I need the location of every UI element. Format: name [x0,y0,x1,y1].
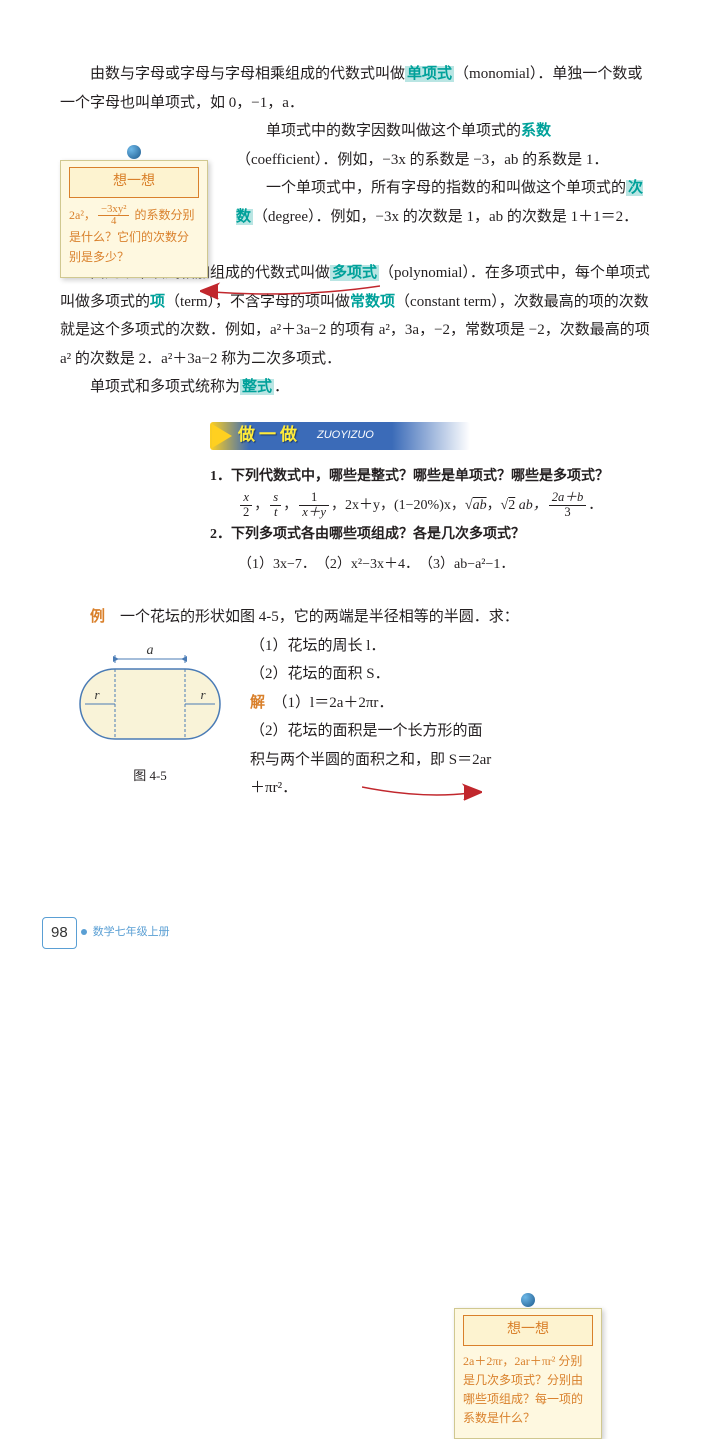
example-section: 例 一个花坛的形状如图 4-5，它的两端是半径相等的半圆．求： a r r 图 … [60,603,652,803]
note-body: 2a＋2πr，2ar＋πr² 分别是几次多项式？分别由哪些项组成？每一项的系数是… [463,1352,593,1429]
textbook-page: 由数与字母或字母与字母相乘组成的代数式叫做单项式（monomial）．单独一个数… [0,0,702,843]
example-question: 例 一个花坛的形状如图 4-5，它的两端是半径相等的半圆．求： [60,603,652,632]
text-line: 一个单项式中，所有字母的指数的和叫做这个单项式的次数（degree）．例如，−3… [236,174,652,231]
book-title: 数学七年级上册 [93,922,170,943]
figure-4-5: a r r 图 4-5 [60,639,240,788]
zuoyizuo-banner: 做一做 ZUOYIZUO [210,422,470,450]
note-title: 想一想 [463,1315,593,1346]
denominator: 4 [98,216,130,228]
term-term: 项 [150,294,165,310]
text-line: 单项式中的数字因数叫做这个单项式的系数 （coefficient）．例如，−3x … [236,117,652,174]
paragraph-monomial-def: 由数与字母或字母与字母相乘组成的代数式叫做单项式（monomial）．单独一个数… [60,60,652,117]
think-note-right: 想一想 2a＋2πr，2ar＋πr² 分别是几次多项式？分别由哪些项组成？每一项… [454,1308,602,1439]
note-body: 2a²，−3xy²4 的系数分别是什么？它们的次数分别是多少？ [69,204,199,267]
solution-1: 解 （1）l＝2a＋2πr． [250,689,492,718]
flowerbed-diagram: a r r [65,639,235,749]
exercise-prompt: 1．下列代数式中，哪些是整式？哪些是单项式？哪些是多项式？ [210,469,609,484]
fraction: −3xy²4 [98,204,130,229]
text: （coefficient）．例如，−3x 的系数是 −3，ab 的系数是 1． [236,152,608,168]
banner-text-cn: 做一做 [238,419,301,451]
text: 由数与字母或字母与字母相乘组成的代数式叫做 [90,66,405,82]
text: 2a²， [69,208,96,222]
term-monomial: 单项式 [405,66,454,82]
exercise-2: 2．下列多项式各由哪些项组成？各是几次多项式？ [210,520,652,549]
text: 一个花坛的形状如图 4-5，它的两端是半径相等的半圆．求： [120,609,519,625]
text: 单项式和多项式统称为 [90,379,240,395]
paragraph-coefficient: 单项式中的数字因数叫做这个单项式的系数 （coefficient）．例如，−3x … [230,117,652,231]
text: 一个单项式中，所有字母的指数的和叫做这个单项式的 [266,180,626,196]
think-note-left: 想一想 2a²，−3xy²4 的系数分别是什么？它们的次数分别是多少？ [60,160,208,278]
exercise-2-items: （1）3x−7． （2）x²−3x＋4． （3）ab−a²−1． [238,550,652,579]
term-zhengshi: 整式 [240,379,274,395]
arrow-icon [362,783,482,801]
solution-label: 解 [250,695,265,711]
question-2: （2）花坛的面积 S． [250,660,492,689]
paragraph-zhengshi: 单项式和多项式统称为整式． [60,373,652,402]
svg-text:a: a [147,643,154,658]
banner-text-pinyin: ZUOYIZUO [317,425,374,446]
arrow-icon [200,282,380,300]
exercise-1-expressions: x2，st，1x＋y，2x＋y，(1−20%)x，√ab，√2 ab，2a＋b3… [238,491,652,520]
note-title: 想一想 [69,167,199,198]
text: （1）l＝2a＋2πr． [280,695,393,711]
pin-icon [521,1293,535,1307]
text: 单项式中的数字因数叫做这个单项式的 [266,123,521,139]
term-coefficient: 系数 [521,123,551,139]
exercise-block: 1．下列代数式中，哪些是整式？哪些是单项式？哪些是多项式？ x2，st，1x＋y… [210,462,652,580]
exercise-1: 1．下列代数式中，哪些是整式？哪些是单项式？哪些是多项式？ [210,462,652,491]
triangle-icon [212,424,232,448]
page-footer: 98 数学七年级上册 [42,917,170,950]
dot-icon [81,929,87,935]
example-label: 例 [90,609,105,625]
term-polynomial: 多项式 [330,265,379,281]
page-number: 98 [42,917,77,950]
exercise-prompt: 2．下列多项式各由哪些项组成？各是几次多项式？ [210,527,525,542]
question-1: （1）花坛的周长 l． [250,632,492,661]
figure-caption: 图 4-5 [60,764,240,789]
text: （degree）．例如，−3x 的次数是 1，ab 的次数是 1＋1＝2． [253,209,638,225]
pin-icon [127,145,141,159]
text: ． [274,379,289,395]
